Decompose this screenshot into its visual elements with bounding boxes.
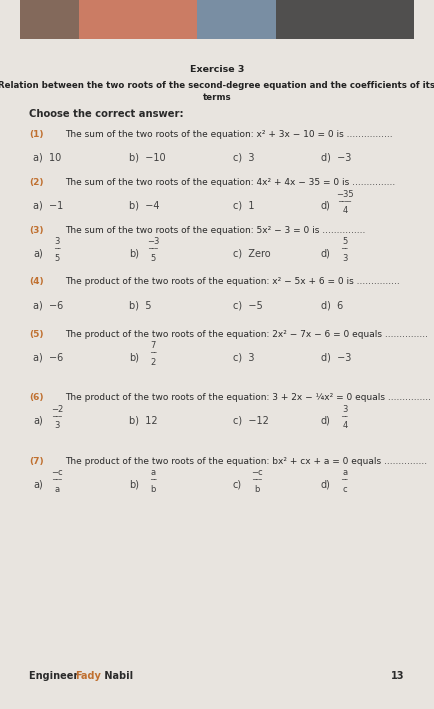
Text: c)  −12: c) −12 — [233, 415, 269, 425]
Text: −c: −c — [52, 469, 63, 477]
Text: (1): (1) — [30, 130, 44, 139]
Text: b)  −4: b) −4 — [129, 201, 160, 211]
Text: ───: ─── — [53, 479, 62, 484]
Text: d): d) — [321, 249, 331, 259]
Text: c: c — [342, 485, 347, 494]
Text: −3: −3 — [147, 238, 159, 247]
Text: 3: 3 — [55, 421, 60, 430]
Text: c)  −5: c) −5 — [233, 300, 263, 310]
Text: ────: ──── — [338, 200, 351, 205]
Text: The sum of the two roots of the equation: 5x² − 3 = 0 is ...............: The sum of the two roots of the equation… — [65, 225, 366, 235]
Text: b)  12: b) 12 — [129, 415, 158, 425]
Text: The product of the two roots of the equation: 2x² − 7x − 6 = 0 equals ..........: The product of the two roots of the equa… — [65, 330, 428, 339]
Text: ──: ── — [150, 352, 156, 357]
Text: ──: ── — [342, 415, 348, 420]
Bar — [79, 0, 197, 39]
Text: 3: 3 — [342, 405, 348, 413]
Text: a)  −6: a) −6 — [33, 352, 64, 362]
Text: d)  −3: d) −3 — [321, 152, 351, 162]
Text: The product of the two roots of the equation: x² − 5x + 6 = 0 is ...............: The product of the two roots of the equa… — [65, 277, 400, 286]
Text: 13: 13 — [391, 671, 404, 681]
Text: b: b — [151, 485, 156, 494]
Text: d): d) — [321, 479, 331, 489]
Text: b: b — [254, 485, 260, 494]
Text: a): a) — [33, 249, 43, 259]
Text: 5: 5 — [342, 238, 347, 247]
Bar — [276, 0, 414, 39]
Text: 5: 5 — [151, 255, 156, 263]
Text: c)  3: c) 3 — [233, 152, 254, 162]
Text: a: a — [151, 469, 156, 477]
Text: b)  −10: b) −10 — [129, 152, 166, 162]
Text: The product of the two roots of the equation: 3 + 2x − ¼x² = 0 equals ..........: The product of the two roots of the equa… — [65, 393, 431, 402]
Text: c): c) — [233, 479, 242, 489]
Text: (2): (2) — [30, 178, 44, 187]
Text: ───: ─── — [53, 415, 62, 420]
Text: Choose the correct answer:: Choose the correct answer: — [30, 109, 184, 119]
Text: ───: ─── — [252, 479, 262, 484]
Text: ──: ── — [342, 247, 348, 252]
Text: (6): (6) — [30, 393, 44, 402]
Text: −2: −2 — [51, 405, 63, 413]
Text: ───: ─── — [148, 247, 158, 252]
Text: b)  5: b) 5 — [129, 300, 151, 310]
Text: a): a) — [33, 415, 43, 425]
Text: 5: 5 — [55, 255, 60, 263]
Text: b): b) — [129, 479, 139, 489]
Text: The sum of the two roots of the equation: 4x² + 4x − 35 = 0 is ...............: The sum of the two roots of the equation… — [65, 178, 395, 187]
Text: 2: 2 — [151, 358, 156, 367]
Text: 4: 4 — [342, 421, 347, 430]
Text: b): b) — [129, 249, 139, 259]
Text: 7: 7 — [151, 341, 156, 350]
Text: (4): (4) — [30, 277, 44, 286]
Text: Nabil: Nabil — [101, 671, 133, 681]
Text: The product of the two roots of the equation: bx² + cx + a = 0 equals ..........: The product of the two roots of the equa… — [65, 457, 427, 466]
Text: 3: 3 — [342, 255, 348, 263]
Text: (5): (5) — [30, 330, 44, 339]
Text: ──: ── — [54, 247, 60, 252]
Bar — [197, 0, 276, 39]
Text: The sum of the two roots of the equation: x² + 3x − 10 = 0 is ................: The sum of the two roots of the equation… — [65, 130, 393, 139]
Text: Fady: Fady — [75, 671, 101, 681]
Text: ──: ── — [342, 479, 348, 484]
Text: c)  1: c) 1 — [233, 201, 254, 211]
Text: ──: ── — [150, 479, 156, 484]
Text: b): b) — [129, 352, 139, 362]
Text: d)  6: d) 6 — [321, 300, 343, 310]
Text: Exercise 3: Exercise 3 — [190, 65, 244, 74]
Text: c)  3: c) 3 — [233, 352, 254, 362]
Text: terms: terms — [203, 93, 231, 102]
Text: d): d) — [321, 201, 331, 211]
Text: a)  −6: a) −6 — [33, 300, 64, 310]
Text: (7): (7) — [30, 457, 44, 466]
Text: c)  Zero: c) Zero — [233, 249, 270, 259]
Text: −c: −c — [251, 469, 263, 477]
Text: a)  −1: a) −1 — [33, 201, 64, 211]
Text: 4: 4 — [342, 206, 347, 216]
Bar — [20, 0, 79, 39]
Text: −35: −35 — [336, 190, 354, 199]
Text: a: a — [55, 485, 60, 494]
Text: 3: 3 — [55, 238, 60, 247]
Text: Relation between the two roots of the second-degree equation and the coefficient: Relation between the two roots of the se… — [0, 82, 434, 90]
Text: d): d) — [321, 415, 331, 425]
Text: Engineer: Engineer — [30, 671, 82, 681]
Text: a): a) — [33, 479, 43, 489]
Text: a)  10: a) 10 — [33, 152, 62, 162]
Text: d)  −3: d) −3 — [321, 352, 351, 362]
Text: a: a — [342, 469, 347, 477]
Text: (3): (3) — [30, 225, 44, 235]
